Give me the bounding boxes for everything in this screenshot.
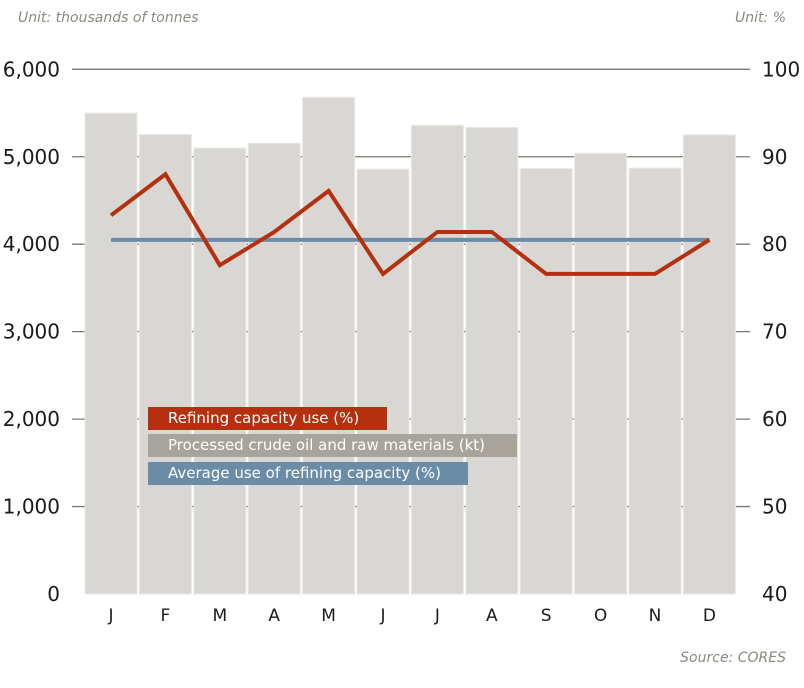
left-axis-unit: Unit: thousands of tonnes [18,10,199,26]
left-tick-label: 0 [47,582,60,606]
x-tick-label: A [486,606,498,626]
right-tick-label: 50 [762,495,787,519]
x-tick-label: J [434,606,440,626]
x-tick-label: J [379,606,385,626]
right-tick-label: 40 [762,582,787,606]
right-tick-label: 90 [762,145,787,169]
x-tick-label: M [321,606,336,626]
left-tick-label: 4,000 [3,232,60,256]
left-tick-label: 6,000 [3,57,60,81]
x-tick-label: M [212,606,227,626]
bar-o [574,152,628,595]
right-axis-unit: Unit: % [735,10,786,26]
bar-n [628,167,682,595]
bar-j [356,168,410,595]
legend-processed-crude-oil: Processed crude oil and raw materials (k… [148,434,517,457]
bar-m [193,147,247,595]
bar-m [302,96,356,595]
left-tick-label: 5,000 [3,145,60,169]
x-tick-label: S [541,606,552,626]
right-tick-label: 80 [762,232,787,256]
right-tick-label: 60 [762,407,787,431]
x-tick-label: N [649,606,662,626]
bar-a [465,126,519,595]
x-tick-label: O [594,606,607,626]
refining-capacity-line [109,171,711,277]
legend-refining-capacity-use: Refining capacity use (%) [148,407,387,430]
x-tick-label: A [268,606,280,626]
x-tick-label: J [107,606,113,626]
bar-j [84,112,138,595]
x-tick-label: F [161,606,171,626]
left-tick-label: 1,000 [3,495,60,519]
bar-d [682,134,736,595]
left-tick-label: 3,000 [3,320,60,344]
bar-a [247,142,301,595]
x-tick-label: D [703,606,716,626]
right-tick-label: 100 [762,57,800,81]
legend-average-use: Average use of refining capacity (%) [148,462,468,485]
bar-s [519,168,573,595]
bar-f [138,133,192,595]
right-tick-label: 70 [762,320,787,344]
source-note: Source: CORES [680,650,786,666]
bar-j [410,124,464,595]
left-tick-label: 2,000 [3,407,60,431]
